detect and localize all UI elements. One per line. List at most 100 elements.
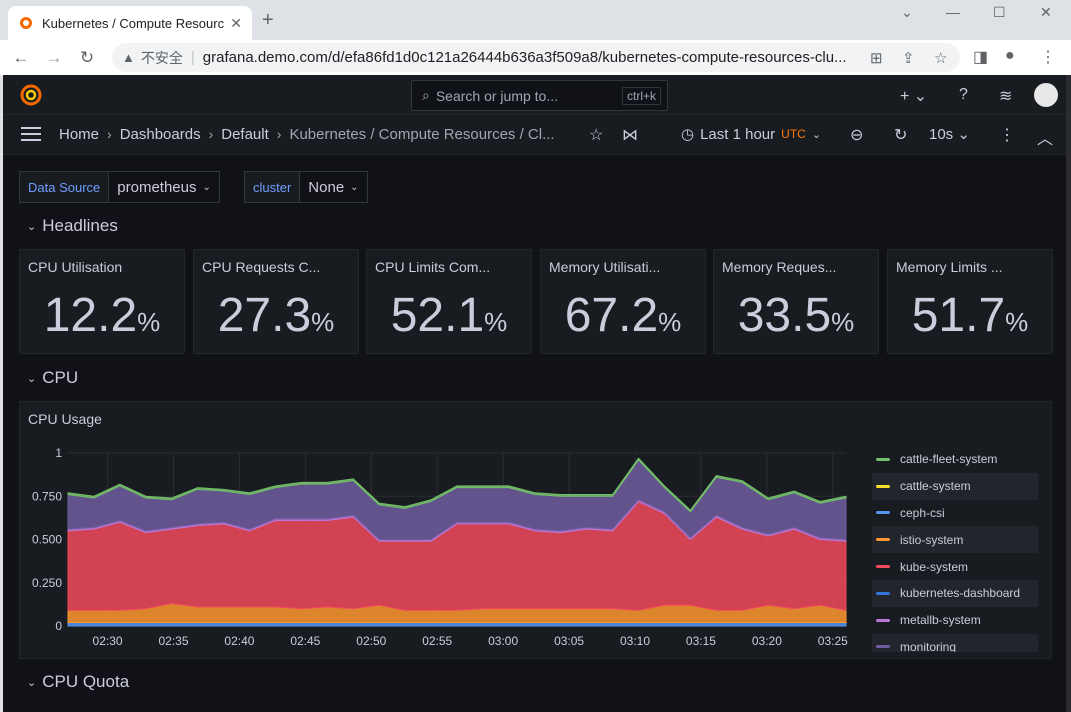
more-icon[interactable]: ⋮ [999, 127, 1015, 144]
legend-swatch [876, 457, 890, 461]
bookmark-star-icon[interactable]: ☆ [934, 50, 948, 67]
browser-tab-strip: Kubernetes / Compute Resources / Cluster… [0, 0, 1071, 40]
stat-value: 52.1% [390, 289, 508, 342]
cpu-usage-chart[interactable]: 0 0.250 0.500 0.750 1 02:30 02:35 02:40 02:45 02:… [20, 438, 870, 658]
y-tick-label: 0 [55, 619, 62, 633]
browser-tab[interactable]: Kubernetes / Compute Resources / Cluster… [8, 6, 252, 40]
datasource-select[interactable]: prometheus ⌄ [109, 171, 220, 203]
omnibox-separator: | [190, 49, 195, 66]
back-icon[interactable]: ← [12, 47, 30, 67]
reload-icon[interactable]: ↻ [79, 47, 95, 67]
new-tab-icon[interactable]: + [262, 9, 274, 31]
legend-item[interactable]: ceph-csi [872, 500, 1038, 527]
breadcrumb-dashboards[interactable]: Dashboards [119, 126, 201, 143]
stat-title: Memory Utilisati... [549, 259, 661, 275]
timezone-badge: UTC [781, 127, 806, 141]
legend-item[interactable]: cattle-system [872, 472, 1038, 500]
forward-icon[interactable]: → [45, 47, 63, 67]
chart-legend: cattle-fleet-system cattle-system ceph-csi… [872, 446, 1038, 652]
legend-label: cattle-system [900, 479, 971, 494]
cpu-usage-panel[interactable]: CPU Usage 0 0.250 0.500 0.750 1 02:30 02:35 02:… [19, 401, 1052, 659]
stat-panel-cpu-limits[interactable]: CPU Limits Com... 52.1% [366, 249, 532, 354]
refresh-icon[interactable]: ↻ [894, 127, 908, 144]
row-headlines[interactable]: ⌄ Headlines [27, 216, 118, 236]
zoom-out-icon[interactable]: ⊖ [850, 127, 864, 144]
breadcrumb: Home › Dashboards › Default › Kubernetes… [59, 126, 555, 143]
tab-title: Kubernetes / Compute Resources / Cluster… [42, 15, 225, 31]
url-text[interactable]: grafana.demo.com/d/efa86fd1d0c121a26444b… [202, 49, 847, 66]
row-headlines-title: Headlines [42, 216, 118, 235]
y-tick-label: 0.750 [32, 489, 62, 503]
top-bar: ⌕ Search or jump to... ctrl+k + ⌄ ? ≋ [3, 75, 1069, 115]
dashboard-nav-bar: Home › Dashboards › Default › Kubernetes… [3, 115, 1069, 155]
insecure-label: 不安全 [140, 49, 183, 66]
grafana-favicon-icon [20, 17, 32, 29]
refresh-interval[interactable]: 10s ⌄ [929, 126, 970, 143]
datasource-label: Data Source [19, 171, 110, 203]
chevron-down-icon: ⌄ [27, 220, 37, 233]
chevron-right-icon: › [107, 126, 112, 142]
page-scrollbar[interactable] [1066, 75, 1071, 712]
legend-label: istio-system [900, 532, 964, 547]
chevron-down-icon: ⌄ [27, 372, 37, 385]
legend-item[interactable]: kube-system [872, 553, 1038, 580]
chevron-right-icon: › [208, 126, 214, 142]
legend-label: ceph-csi [900, 505, 945, 520]
menu-icon[interactable] [21, 127, 41, 145]
legend-swatch [876, 538, 890, 542]
stat-title: Memory Limits ... [896, 259, 1003, 275]
chevron-down-icon: ⌄ [350, 181, 359, 193]
share-icon[interactable]: ⋈ [622, 127, 638, 144]
breadcrumb-default[interactable]: Default [221, 126, 269, 143]
row-cpu[interactable]: ⌄ CPU [27, 368, 78, 388]
address-bar[interactable]: ▲ 不安全 | grafana.demo.com/d/efa86fd1d0c12… [112, 43, 960, 72]
close-window-icon[interactable]: ✕ [1040, 4, 1052, 20]
news-rss-icon[interactable]: ≋ [999, 88, 1013, 105]
side-panel-icon[interactable]: ◨ [973, 49, 989, 66]
x-tick-label: 02:35 [158, 634, 188, 648]
row-cpu-quota[interactable]: ⌄ CPU Quota [27, 672, 129, 692]
legend-item[interactable]: metallb-system [872, 607, 1038, 634]
browser-menu-icon[interactable]: ⋮ [1040, 49, 1056, 66]
y-tick-label: 0.500 [32, 533, 62, 547]
share-icon[interactable]: ⇪ [902, 50, 915, 67]
legend-label: monitoring [900, 639, 957, 652]
x-tick-label: 02:55 [422, 634, 452, 648]
close-tab-icon[interactable]: ✕ [230, 14, 242, 31]
chevron-down-icon: ⌄ [202, 181, 211, 193]
collapse-icon[interactable]: ︿ [1037, 131, 1054, 148]
add-new-icon[interactable]: + ⌄ [900, 88, 928, 105]
datasource-value: prometheus [117, 178, 197, 196]
cluster-select[interactable]: None ⌄ [300, 171, 368, 203]
legend-item[interactable]: cattle-fleet-system [872, 446, 1038, 473]
x-tick-label: 03:15 [686, 634, 716, 648]
stat-panel-cpu-requests[interactable]: CPU Requests C... 27.3% [193, 249, 359, 354]
stat-panel-memory-utilisation[interactable]: Memory Utilisati... 67.2% [540, 249, 706, 354]
breadcrumb-home[interactable]: Home [59, 126, 100, 143]
stat-value: 27.3% [217, 289, 335, 342]
minimize-icon[interactable]: — [946, 4, 960, 20]
profile-icon[interactable]: ● [1005, 47, 1015, 64]
star-icon[interactable]: ☆ [589, 127, 604, 144]
translate-icon[interactable]: ⊞ [870, 50, 883, 67]
legend-item[interactable]: kubernetes-dashboard [872, 579, 1038, 607]
search-box[interactable]: ⌕ Search or jump to... ctrl+k [411, 80, 668, 111]
stat-panel-memory-limits[interactable]: Memory Limits ... 51.7% [887, 249, 1053, 354]
legend-item[interactable]: monitoring [872, 633, 1038, 652]
stat-panel-cpu-utilisation[interactable]: CPU Utilisation 12.2% [19, 249, 185, 354]
user-avatar[interactable] [1034, 83, 1058, 107]
legend-label: cattle-fleet-system [900, 452, 998, 467]
legend-swatch [876, 511, 890, 515]
help-icon[interactable]: ? [959, 86, 968, 103]
stat-value: 51.7% [911, 289, 1029, 342]
warning-icon: ▲ [122, 50, 135, 65]
x-tick-label: 03:00 [488, 634, 518, 648]
maximize-icon[interactable]: ☐ [993, 4, 1006, 20]
stat-panel-memory-requests[interactable]: Memory Reques... 33.5% [713, 249, 879, 354]
x-tick-label: 02:50 [356, 634, 386, 648]
time-range-picker[interactable]: ◷ Last 1 hour UTC ⌄ [681, 125, 821, 144]
browser-toolbar: ← → ↻ ▲ 不安全 | grafana.demo.com/d/efa86fd… [0, 40, 1071, 75]
tab-search-icon[interactable]: ⌄ [901, 4, 913, 20]
legend-item[interactable]: istio-system [872, 526, 1038, 554]
grafana-logo-icon[interactable] [19, 83, 43, 107]
